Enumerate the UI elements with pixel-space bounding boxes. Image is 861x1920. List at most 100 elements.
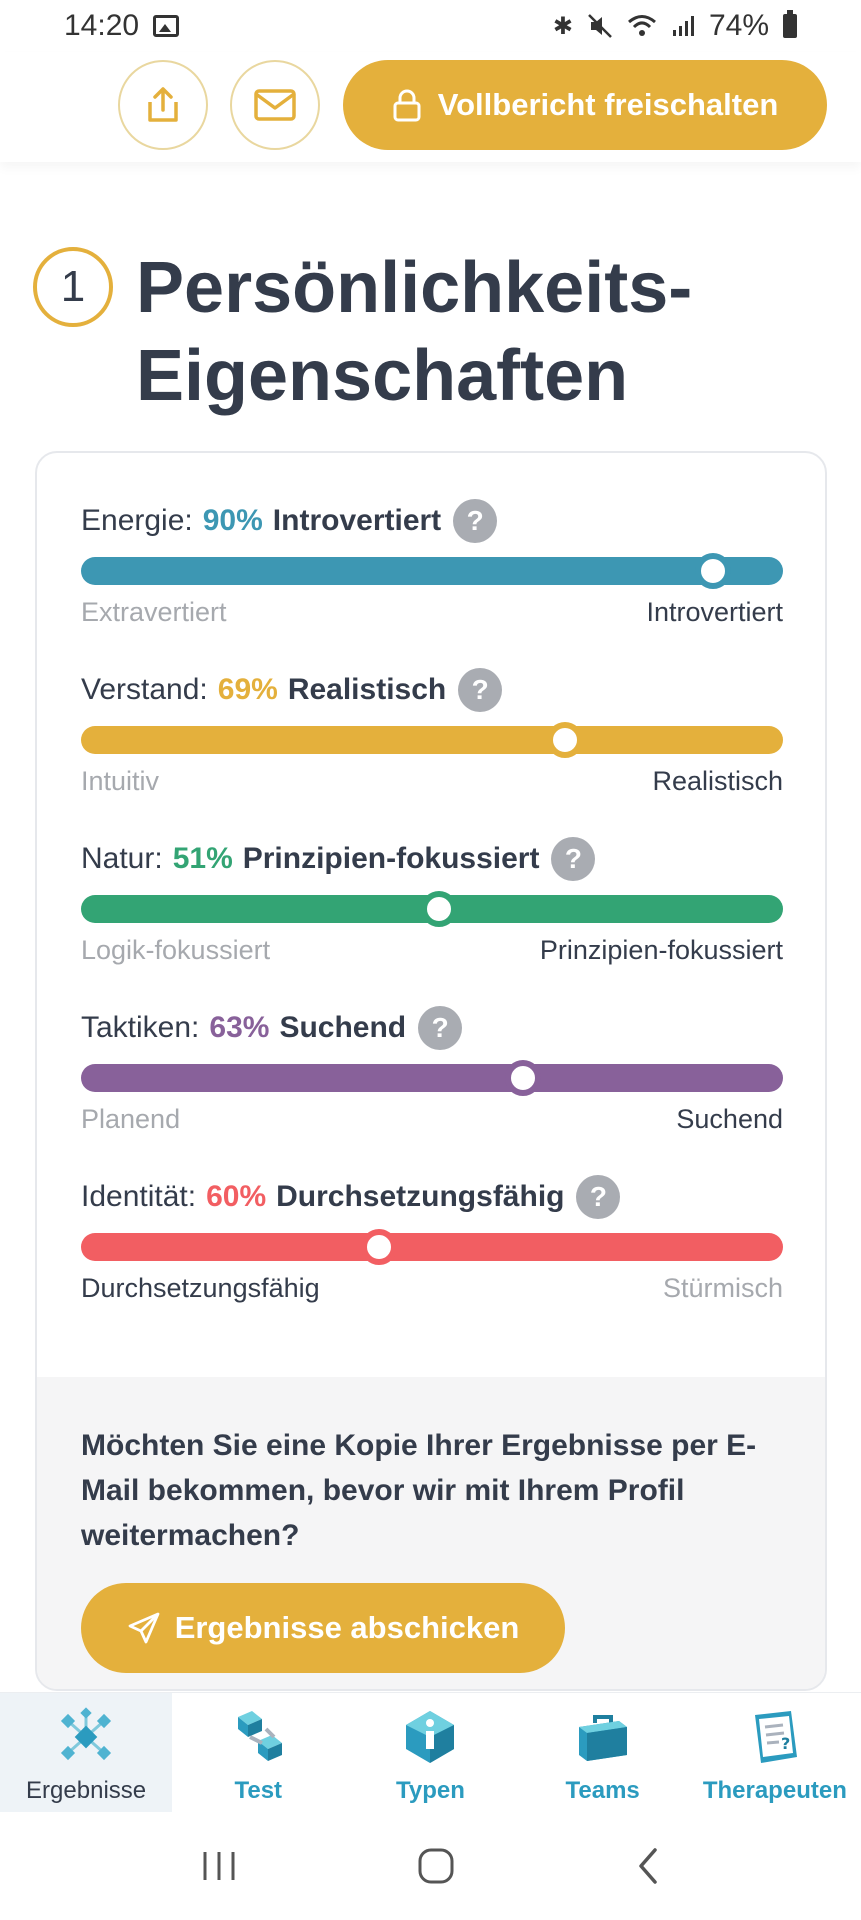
trait-bar (81, 891, 783, 927)
trait-percent: 69% (217, 673, 278, 706)
battery-percent: 74% (708, 9, 769, 42)
trait-percent: 63% (209, 1011, 270, 1044)
home-icon[interactable] (416, 1846, 456, 1886)
trait-bar (81, 1229, 783, 1265)
trait-label: Energie: (81, 504, 193, 537)
trait-bar (81, 722, 783, 758)
trait-marker (694, 553, 731, 589)
trait-poles: Durchsetzungsfähig Stürmisch (81, 1273, 783, 1304)
help-icon[interactable]: ? (551, 837, 596, 881)
nav-test[interactable]: Test (172, 1693, 344, 1813)
status-time: 14:20 (64, 9, 140, 42)
info-gem-icon (406, 1711, 455, 1763)
page-title-line2: Eigenschaften (136, 336, 629, 416)
nav-therapeuten[interactable]: ? Therapeuten (689, 1693, 861, 1813)
send-results-label: Ergebnisse abschicken (174, 1610, 520, 1645)
help-icon[interactable]: ? (458, 668, 503, 712)
trait-marker (421, 891, 458, 927)
briefcase-icon (578, 1715, 627, 1761)
trait-right-pole: Stürmisch (662, 1273, 783, 1303)
trait-heading: Energie: 90% Introvertiert ? (81, 499, 783, 543)
trait-right-pole: Prinzipien-fokussiert (539, 935, 783, 965)
email-results-box: Möchten Sie eine Kopie Ihrer Ergebnisse … (37, 1377, 825, 1689)
nav-label: Teams (565, 1777, 640, 1804)
trait-result: Prinzipien-fokussiert (242, 842, 540, 875)
section-number: 1 (33, 247, 113, 327)
system-nav (0, 1812, 861, 1920)
trait-left-pole: Logik-fokussiert (81, 935, 271, 965)
gallery-notification-icon (153, 15, 180, 37)
traits-card: Energie: 90% Introvertiert ? Extravertie… (35, 451, 827, 1691)
status-bar: 14:20 ✱ 74% (0, 0, 861, 52)
trait-result: Introvertiert (272, 504, 442, 537)
send-icon (128, 1612, 160, 1644)
nav-label: Ergebnisse (26, 1777, 147, 1804)
trait-label: Taktiken: (81, 1011, 200, 1044)
trait-taktiken: Taktiken: 63% Suchend ? Planend Suchend (81, 1006, 783, 1135)
help-icon[interactable]: ? (576, 1175, 621, 1219)
trait-percent: 90% (202, 504, 263, 537)
trait-left-pole: Intuitiv (81, 766, 160, 796)
help-icon[interactable]: ? (418, 1006, 463, 1050)
trait-left-pole: Planend (81, 1104, 181, 1134)
trait-heading: Taktiken: 63% Suchend ? (81, 1006, 783, 1050)
trait-energie: Energie: 90% Introvertiert ? Extravertie… (81, 499, 783, 628)
trait-result: Durchsetzungsfähig (276, 1180, 565, 1213)
molecule-icon (61, 1707, 112, 1761)
unlock-full-report-button[interactable]: Vollbericht freischalten (343, 60, 827, 150)
email-prompt-text: Möchten Sie eine Kopie Ihrer Ergebnisse … (81, 1429, 757, 1552)
lock-icon (393, 89, 421, 122)
trait-right-pole: Introvertiert (646, 597, 783, 627)
battery-icon (783, 10, 797, 38)
page-title-line1: Persönlichkeits- (136, 248, 693, 328)
trait-heading: Identität: 60% Durchsetzungsfähig ? (81, 1175, 783, 1219)
trait-poles: Logik-fokussiert Prinzipien-fokussiert (81, 935, 783, 966)
trait-result: Realistisch (287, 673, 447, 706)
trait-result: Suchend (279, 1011, 407, 1044)
unlock-label: Vollbericht freischalten (437, 87, 779, 122)
wifi-icon (627, 15, 656, 36)
mail-icon (254, 89, 296, 121)
mute-icon (588, 14, 612, 38)
trait-identitaet: Identität: 60% Durchsetzungsfähig ? Durc… (81, 1175, 783, 1304)
clipboard-icon: ? (754, 1711, 797, 1763)
trait-poles: Planend Suchend (81, 1104, 783, 1135)
trait-poles: Intuitiv Realistisch (81, 766, 783, 797)
status-left: 14:20 (64, 9, 180, 43)
nav-ergebnisse[interactable]: Ergebnisse (0, 1693, 173, 1813)
help-icon[interactable]: ? (453, 499, 498, 543)
email-button[interactable] (230, 60, 320, 150)
bluetooth-icon: ✱ (552, 12, 573, 40)
share-icon (148, 87, 178, 122)
trait-marker (505, 1060, 542, 1096)
signal-icon (672, 16, 694, 36)
bottom-nav: Ergebnisse Test Typen (0, 1692, 861, 1813)
nav-typen[interactable]: Typen (344, 1693, 516, 1813)
trait-bar (81, 1060, 783, 1096)
trait-bar (81, 553, 783, 589)
trait-left-pole: Extravertiert (81, 597, 227, 627)
back-icon[interactable] (633, 1846, 663, 1886)
nav-label: Therapeuten (702, 1777, 847, 1804)
trait-right-pole: Realistisch (652, 766, 783, 796)
page-title: Persönlichkeits- Eigenschaften (136, 244, 836, 420)
svg-text:?: ? (781, 1734, 790, 1753)
trait-verstand: Verstand: 69% Realistisch ? Intuitiv Rea… (81, 668, 783, 797)
share-button[interactable] (118, 60, 208, 150)
trait-natur: Natur: 51% Prinzipien-fokussiert ? Logik… (81, 837, 783, 966)
header: Vollbericht freischalten (0, 52, 861, 162)
nav-label: Typen (396, 1777, 465, 1804)
send-results-button[interactable]: Ergebnisse abschicken (81, 1583, 565, 1673)
trait-label: Identität: (81, 1180, 197, 1213)
nav-label: Test (234, 1777, 283, 1804)
trait-heading: Natur: 51% Prinzipien-fokussiert ? (81, 837, 783, 881)
trait-marker (361, 1229, 398, 1265)
nav-teams[interactable]: Teams (517, 1693, 689, 1813)
trait-label: Natur: (81, 842, 163, 875)
trait-right-pole: Suchend (676, 1104, 783, 1134)
trait-percent: 60% (206, 1180, 267, 1213)
recent-apps-icon[interactable] (199, 1848, 239, 1884)
test-cubes-icon (238, 1711, 283, 1761)
trait-heading: Verstand: 69% Realistisch ? (81, 668, 783, 712)
trait-marker (547, 722, 584, 758)
